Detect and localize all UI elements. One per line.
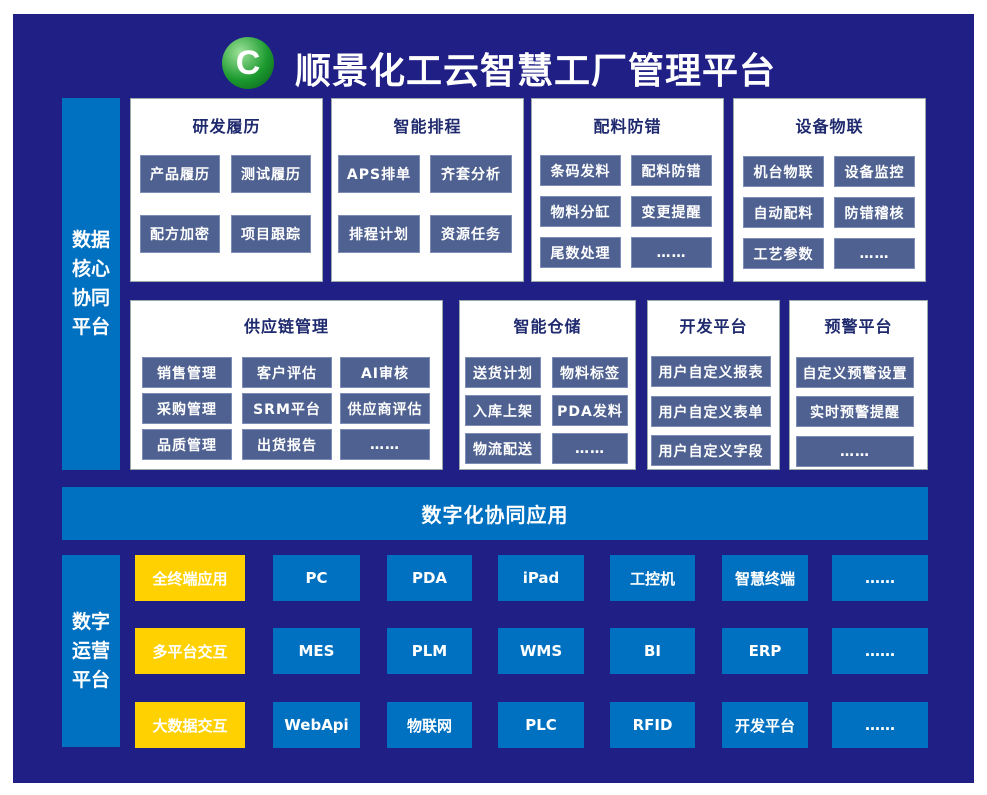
platform-tile[interactable]: PLC: [498, 702, 584, 748]
module-title: 智能仓储: [513, 317, 582, 336]
page-title: 顺景化工云智慧工厂管理平台: [295, 51, 777, 92]
platform-tile[interactable]: PDA: [387, 555, 472, 601]
platform-tile[interactable]: ……: [832, 702, 928, 748]
module-item-button[interactable]: 入库上架: [465, 395, 541, 426]
module-item-button[interactable]: 客户评估: [242, 357, 332, 388]
platform-tile[interactable]: PC: [273, 555, 360, 601]
module-item-button[interactable]: 条码发料: [540, 155, 621, 186]
module-title: 供应链管理: [243, 317, 329, 336]
module-item-button[interactable]: ……: [340, 429, 430, 460]
module-title: 智能排程: [393, 117, 462, 136]
module-title: 配料防错: [593, 117, 662, 136]
module-item-button[interactable]: ……: [552, 433, 628, 464]
row-category-label: 大数据交互: [135, 702, 245, 748]
platform-tile[interactable]: WebApi: [273, 702, 360, 748]
platform-tile[interactable]: 智慧终端: [722, 555, 808, 601]
platform-tile[interactable]: 物联网: [387, 702, 472, 748]
module-item-button[interactable]: 用户自定义字段: [651, 435, 771, 466]
module-item-button[interactable]: 工艺参数: [743, 238, 824, 269]
module-item-button[interactable]: ……: [631, 237, 712, 268]
platform-tile[interactable]: ……: [832, 555, 928, 601]
module-item-button[interactable]: 机台物联: [743, 156, 824, 187]
company-logo: C: [222, 37, 274, 89]
module-title: 开发平台: [679, 317, 748, 336]
module-item-button[interactable]: 物流配送: [465, 433, 541, 464]
platform-tile[interactable]: iPad: [498, 555, 584, 601]
module-item-button[interactable]: 自动配料: [743, 197, 824, 228]
platform-tile[interactable]: RFID: [610, 702, 695, 748]
digital-collaboration-banner: 数字化协同应用: [62, 487, 928, 540]
module-item-button[interactable]: 尾数处理: [540, 237, 621, 268]
row-category-label: 多平台交互: [135, 628, 245, 674]
module-item-button[interactable]: APS排单: [338, 155, 420, 193]
module-item-button[interactable]: 资源任务: [430, 215, 512, 253]
module-item-button[interactable]: 供应商评估: [340, 393, 430, 424]
module-item-button[interactable]: PDA发料: [552, 395, 628, 426]
module-item-button[interactable]: 采购管理: [142, 393, 232, 424]
platform-tile[interactable]: BI: [610, 628, 695, 674]
module-item-button[interactable]: 用户自定义报表: [651, 356, 771, 387]
platform-tile[interactable]: 开发平台: [722, 702, 808, 748]
module-item-button[interactable]: 送货计划: [465, 357, 541, 388]
module-item-button[interactable]: 测试履历: [231, 155, 311, 193]
module-item-button[interactable]: 齐套分析: [430, 155, 512, 193]
module-item-button[interactable]: ……: [796, 436, 914, 467]
module-item-button[interactable]: 设备监控: [834, 156, 915, 187]
row-category-label: 全终端应用: [135, 555, 245, 601]
platform-tile[interactable]: 工控机: [610, 555, 695, 601]
module-title: 研发履历: [192, 117, 261, 136]
module-item-button[interactable]: ……: [834, 238, 915, 269]
platform-tile[interactable]: MES: [273, 628, 360, 674]
platform-tile[interactable]: PLM: [387, 628, 472, 674]
module-item-button[interactable]: 品质管理: [142, 429, 232, 460]
module-item-button[interactable]: 自定义预警设置: [796, 357, 914, 388]
module-item-button[interactable]: 销售管理: [142, 357, 232, 388]
module-item-button[interactable]: 防错稽核: [834, 197, 915, 228]
module-item-button[interactable]: 产品履历: [140, 155, 220, 193]
ops-platform-label: 数字运营平台: [62, 555, 120, 747]
platform-tile[interactable]: WMS: [498, 628, 584, 674]
module-item-button[interactable]: 排程计划: [338, 215, 420, 253]
module-title: 设备物联: [795, 117, 864, 136]
module-item-button[interactable]: 实时预警提醒: [796, 396, 914, 427]
platform-tile[interactable]: ERP: [722, 628, 808, 674]
module-item-button[interactable]: SRM平台: [242, 393, 332, 424]
module-item-button[interactable]: 用户自定义表单: [651, 396, 771, 427]
module-title: 预警平台: [824, 317, 893, 336]
module-item-button[interactable]: 变更提醒: [631, 196, 712, 227]
module-item-button[interactable]: 配料防错: [631, 155, 712, 186]
core-platform-label: 数据核心协同平台: [62, 98, 120, 470]
module-item-button[interactable]: 出货报告: [242, 429, 332, 460]
logo-letter: C: [235, 43, 261, 82]
module-item-button[interactable]: AI审核: [340, 357, 430, 388]
module-item-button[interactable]: 物料分缸: [540, 196, 621, 227]
platform-tile[interactable]: ……: [832, 628, 928, 674]
module-item-button[interactable]: 项目跟踪: [231, 215, 311, 253]
module-item-button[interactable]: 物料标签: [552, 357, 628, 388]
module-item-button[interactable]: 配方加密: [140, 215, 220, 253]
